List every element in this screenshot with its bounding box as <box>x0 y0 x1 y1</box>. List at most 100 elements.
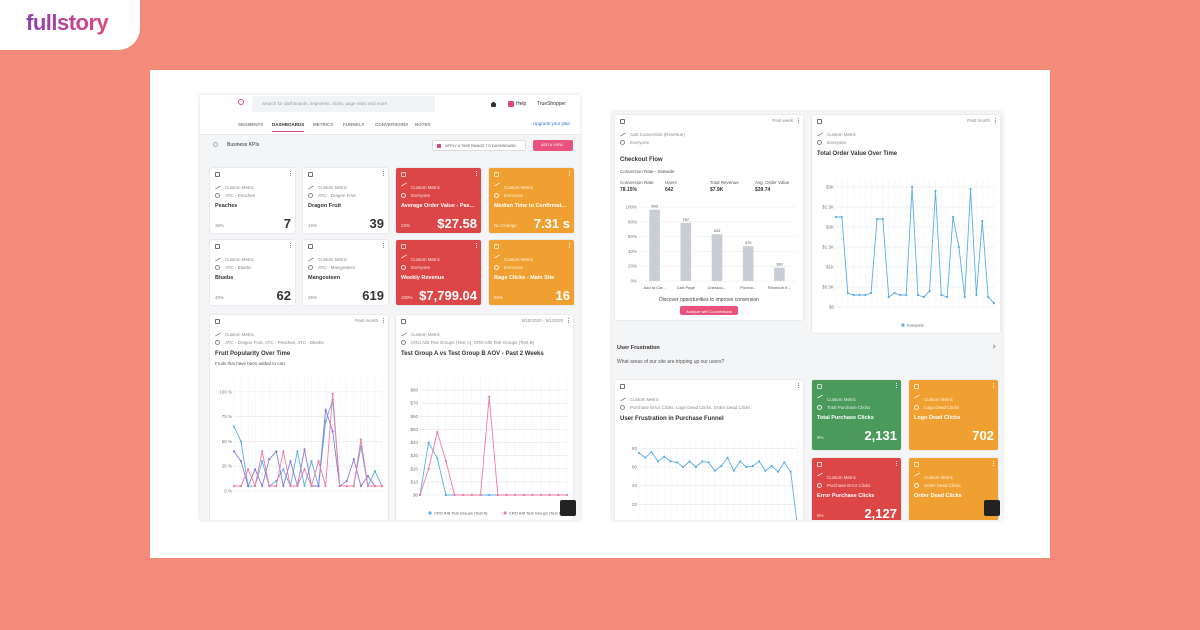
card-menu <box>896 461 897 466</box>
stat-value: 78.15% <box>620 187 637 193</box>
point <box>875 217 879 221</box>
nav-tab[interactable]: CONVERSIONS <box>375 122 409 127</box>
fab[interactable] <box>984 500 1000 516</box>
point <box>916 293 920 297</box>
point <box>864 293 867 297</box>
point <box>418 493 422 497</box>
point <box>303 468 306 471</box>
point <box>957 245 960 249</box>
search-box[interactable]: Search for dashboards, segments, clicks,… <box>252 96 435 112</box>
y-tick-label: $1.5K <box>822 245 834 250</box>
apply-button[interactable]: APPLY A TIME RANGE TO DASHBOARD <box>432 140 526 151</box>
metric-icon <box>817 394 823 399</box>
card-menu <box>383 171 384 176</box>
card-title: Median Time to Confirmat... <box>494 203 567 209</box>
card-icon <box>914 384 919 389</box>
bar <box>649 209 660 281</box>
y-tick-label: 25 % <box>222 464 232 469</box>
segment-icon <box>401 193 406 198</box>
card-icon <box>401 244 406 249</box>
card-menu <box>290 243 291 248</box>
analyze-button[interactable]: Analyze with Conversions <box>680 306 738 315</box>
point <box>254 484 257 488</box>
y-tick-label: $20 <box>410 466 418 471</box>
change: 25% <box>308 295 318 300</box>
help[interactable]: Help <box>516 101 527 107</box>
nav-tab[interactable]: DASHBOARDS <box>272 122 305 132</box>
metric-icon <box>215 185 221 190</box>
point <box>239 484 243 488</box>
point <box>951 215 955 219</box>
legend-swatch <box>503 511 507 515</box>
point <box>505 493 508 497</box>
point <box>317 460 320 463</box>
left-panel: Search for dashboards, segments, clicks,… <box>200 95 580 520</box>
point <box>324 408 327 411</box>
metric-icon <box>914 394 920 399</box>
metric: Custom Metric <box>225 257 255 262</box>
change: 100% <box>401 295 413 300</box>
analyze-label: Analyze with Conversions <box>686 308 732 314</box>
segment: Everyone <box>411 193 431 198</box>
point <box>637 451 641 455</box>
brand-tab: fullstory <box>0 0 140 50</box>
point <box>488 493 491 497</box>
point <box>650 450 653 454</box>
metric: Custom Metric <box>630 397 660 402</box>
card-icon <box>308 172 313 177</box>
segment: ATC - Dragon Fruit <box>318 193 356 198</box>
point <box>444 493 448 497</box>
point <box>881 217 884 221</box>
y-tick-label: $30 <box>410 453 418 458</box>
metric: Custom Metric <box>318 185 348 190</box>
card-title: Error Purchase Clicks <box>817 493 875 499</box>
segment: Total Purchase Clicks <box>827 405 871 410</box>
nav-tab[interactable]: NOTES <box>415 122 431 127</box>
metric: Custom Metric <box>504 185 534 190</box>
y-tick-label: 75 % <box>222 414 232 419</box>
segment-icon <box>494 193 499 198</box>
series-line <box>234 393 382 488</box>
point <box>310 460 313 463</box>
point <box>246 484 250 488</box>
account[interactable]: TrueShopper <box>537 101 566 107</box>
metric: Custom Metric <box>318 257 348 262</box>
card-icon <box>401 319 406 324</box>
segment: ATC - Mangosteen <box>318 265 356 270</box>
series-line <box>233 399 383 488</box>
point <box>783 461 786 464</box>
nav-tab[interactable]: METRICS <box>313 122 334 127</box>
y-tick-label: 50 % <box>222 439 232 444</box>
metric: Custom Metric <box>827 475 857 480</box>
segment: Purchase Error Clicks, Logo Dead Clicks,… <box>630 405 751 410</box>
card-value: 16 <box>555 288 570 303</box>
metric-icon <box>215 332 221 337</box>
point <box>331 392 334 395</box>
upgrade[interactable]: Upgrade your plan <box>533 121 571 126</box>
fab[interactable] <box>560 500 576 516</box>
dashboard-name: Business KPIs <box>227 142 260 148</box>
series-line <box>233 409 382 488</box>
point <box>764 469 767 472</box>
point <box>688 460 691 463</box>
legend-label: CRO A/B Test Groups (Test B) <box>509 511 563 516</box>
nav-tab[interactable]: SEGMENTS <box>238 122 264 127</box>
add-button[interactable]: ADD A VIEW <box>533 140 573 151</box>
point <box>940 293 943 297</box>
segment-icon <box>308 193 313 198</box>
point <box>352 458 355 461</box>
add-label: ADD A VIEW <box>541 143 563 147</box>
x-tick-label: Revenue E... <box>768 285 791 290</box>
legend-swatch <box>901 323 905 327</box>
range: Past month <box>967 118 990 123</box>
card-icon <box>494 244 499 249</box>
metric-card: Custom Metric Everyone Average Order Value… <box>396 168 481 233</box>
metric: Custom Metric <box>827 132 857 137</box>
y-tick-label: 100 % <box>219 389 232 394</box>
point <box>893 291 896 295</box>
point <box>436 430 439 434</box>
y-tick-label: $0.5K <box>822 285 834 290</box>
nav-tab[interactable]: FUNNELS <box>343 122 365 127</box>
point <box>261 460 264 463</box>
